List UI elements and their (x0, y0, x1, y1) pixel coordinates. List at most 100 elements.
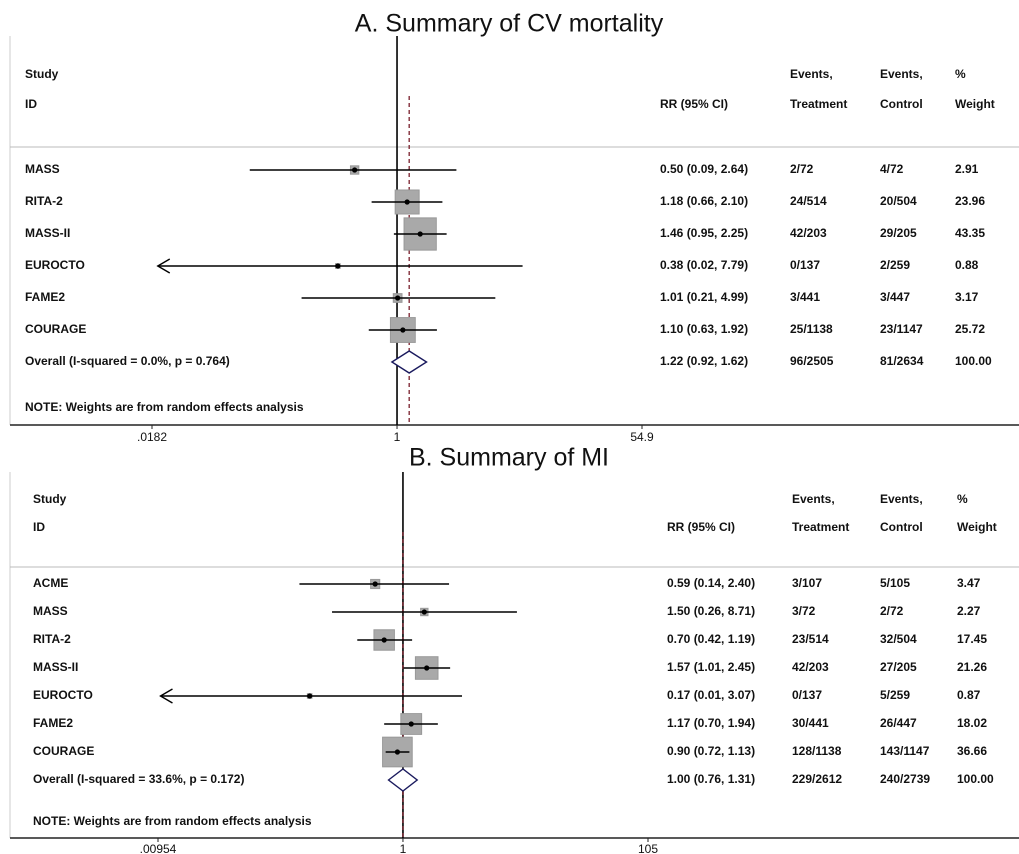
weight-label: 0.87 (957, 688, 981, 702)
header-id: ID (25, 97, 37, 111)
events-control: 20/504 (880, 194, 917, 208)
events-treatment: 42/203 (792, 660, 829, 674)
chart-title: A. Summary of CV mortality (355, 10, 664, 38)
note: NOTE: Weights are from random effects an… (33, 814, 312, 828)
events-treatment: 3/441 (790, 290, 820, 304)
rr-label: 1.10 (0.63, 1.92) (660, 322, 748, 336)
study-name: MASS (33, 604, 68, 618)
ci-arrow (156, 258, 171, 274)
rr-label: 0.38 (0.02, 7.79) (660, 258, 748, 272)
header-weight: % (955, 67, 966, 81)
x-tick-label: 1 (400, 842, 407, 854)
point-estimate (394, 749, 401, 755)
x-tick-label: 105 (638, 842, 658, 854)
study-name: MASS (25, 162, 60, 176)
point-estimate (395, 295, 401, 301)
events-control: 240/2739 (880, 772, 930, 786)
rr-label: 1.22 (0.92, 1.62) (660, 354, 748, 368)
point-estimate (352, 167, 358, 173)
header-weight: Weight (955, 97, 995, 111)
events-control: 143/1147 (880, 744, 930, 758)
events-treatment: 42/203 (790, 226, 827, 240)
weight-label: 43.35 (955, 226, 985, 240)
study-name: FAME2 (33, 716, 73, 730)
events-treatment: 23/514 (792, 632, 829, 646)
study-name: RITA-2 (33, 632, 71, 646)
study-name: MASS-II (25, 226, 70, 240)
events-treatment: 0/137 (792, 688, 822, 702)
weight-label: 18.02 (957, 716, 987, 730)
point-estimate (307, 693, 313, 699)
rr-label: 1.00 (0.76, 1.31) (667, 772, 755, 786)
header-rr: RR (95% CI) (660, 97, 728, 111)
study-name: MASS-II (33, 660, 78, 674)
overall-diamond (390, 350, 428, 374)
header-study: Study (25, 67, 59, 81)
events-control: 2/259 (880, 258, 910, 272)
header-events-control: Control (880, 97, 923, 111)
study-name: COURAGE (33, 744, 94, 758)
events-control: 81/2634 (880, 354, 924, 368)
point-estimate (417, 231, 423, 237)
header-events-control: Control (880, 520, 923, 534)
events-treatment: 24/514 (790, 194, 827, 208)
events-treatment: 0/137 (790, 258, 820, 272)
chart-title: B. Summary of MI (409, 444, 609, 472)
weight-label: 3.17 (955, 290, 979, 304)
point-estimate (421, 609, 427, 615)
header-events-treatment: Treatment (790, 97, 847, 111)
weight-label: 23.96 (955, 194, 985, 208)
point-estimate (400, 327, 406, 333)
study-name: RITA-2 (25, 194, 63, 208)
header-weight: Weight (957, 520, 997, 534)
weight-label: 2.91 (955, 162, 979, 176)
rr-label: 1.50 (0.26, 8.71) (667, 604, 755, 618)
events-treatment: 3/72 (792, 604, 816, 618)
header-rr: RR (95% CI) (667, 520, 735, 534)
header-events-control: Events, (880, 67, 923, 81)
events-treatment: 229/2612 (792, 772, 842, 786)
point-estimate (404, 199, 410, 205)
weight-label: 36.66 (957, 744, 987, 758)
events-control: 5/259 (880, 688, 910, 702)
point-estimate (372, 581, 378, 587)
events-treatment: 30/441 (792, 716, 829, 730)
weight-label: 0.88 (955, 258, 979, 272)
point-estimate (408, 721, 414, 727)
header-weight: % (957, 492, 968, 506)
weight-label: 17.45 (957, 632, 987, 646)
rr-label: 0.17 (0.01, 3.07) (667, 688, 755, 702)
events-control: 3/447 (880, 290, 910, 304)
events-control: 26/447 (880, 716, 917, 730)
events-control: 27/205 (880, 660, 917, 674)
overall-diamond (387, 768, 419, 792)
weight-label: 25.72 (955, 322, 985, 336)
x-tick-label: .00954 (140, 842, 177, 854)
events-treatment: 25/1138 (790, 322, 833, 336)
events-control: 4/72 (880, 162, 904, 176)
rr-label: 1.17 (0.70, 1.94) (667, 716, 755, 730)
ci-arrow (159, 688, 173, 704)
header-events-treatment: Events, (792, 492, 835, 506)
events-control: 32/504 (880, 632, 917, 646)
rr-label: 0.70 (0.42, 1.19) (667, 632, 755, 646)
study-name: ACME (33, 576, 68, 590)
x-tick-label: .0182 (137, 430, 167, 444)
rr-label: 1.57 (1.01, 2.45) (667, 660, 755, 674)
events-treatment: 128/1138 (792, 744, 842, 758)
note: NOTE: Weights are from random effects an… (25, 400, 304, 414)
events-control: 29/205 (880, 226, 917, 240)
point-estimate (424, 665, 430, 671)
rr-label: 0.59 (0.14, 2.40) (667, 576, 755, 590)
header-study: Study (33, 492, 67, 506)
header-id: ID (33, 520, 45, 534)
weight-label: 2.27 (957, 604, 981, 618)
rr-label: 0.90 (0.72, 1.13) (667, 744, 755, 758)
weight-label: 100.00 (957, 772, 994, 786)
events-control: 23/1147 (880, 322, 923, 336)
point-estimate (381, 637, 387, 643)
events-control: 2/72 (880, 604, 904, 618)
events-control: 5/105 (880, 576, 910, 590)
